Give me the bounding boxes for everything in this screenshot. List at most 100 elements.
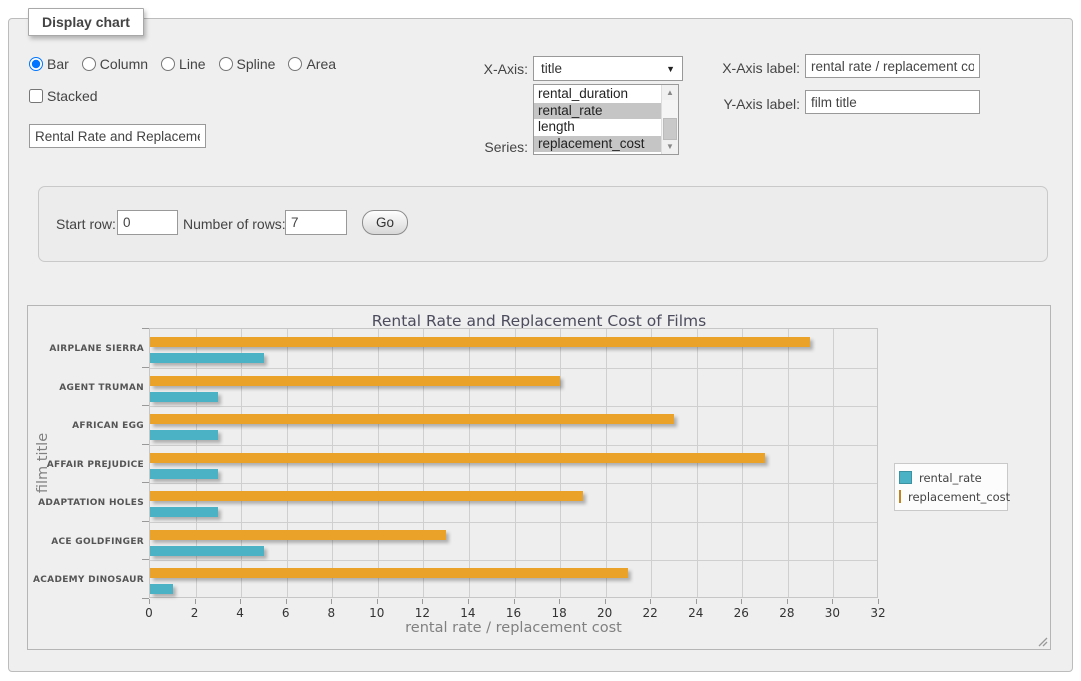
x-tick-mark bbox=[832, 599, 833, 604]
chart-type-radio-group: BarColumnLineSplineArea bbox=[29, 56, 336, 72]
x-tick-mark bbox=[741, 599, 742, 604]
radio-area[interactable] bbox=[288, 57, 302, 71]
x-tick-label: 14 bbox=[453, 606, 483, 620]
y-category-label: ADAPTATION HOLES bbox=[0, 498, 144, 508]
x-tick-mark bbox=[422, 599, 423, 604]
radio-label-column: Column bbox=[100, 56, 148, 72]
x-axis-select-label: X-Axis: bbox=[455, 61, 528, 77]
arrow-up-icon[interactable]: ▲ bbox=[662, 85, 678, 100]
y-tick-mark bbox=[142, 328, 149, 329]
x-tick-label: 6 bbox=[271, 606, 301, 620]
x-tick-label: 20 bbox=[590, 606, 620, 620]
y-axis-label-label: Y-Axis label: bbox=[695, 96, 800, 112]
radio-label-bar: Bar bbox=[47, 56, 69, 72]
bar-rental_rate bbox=[150, 507, 218, 517]
series-option-length[interactable]: length bbox=[534, 119, 661, 136]
x-tick-label: 16 bbox=[499, 606, 529, 620]
plot-area bbox=[149, 328, 878, 598]
bar-replacement_cost bbox=[150, 568, 628, 578]
x-tick-label: 24 bbox=[681, 606, 711, 620]
gridline-v bbox=[788, 329, 789, 597]
gridline-v bbox=[469, 329, 470, 597]
gridline-h bbox=[150, 483, 877, 484]
display-chart-page: Display chart BarColumnLineSplineArea St… bbox=[0, 0, 1081, 681]
gridline-v bbox=[196, 329, 197, 597]
x-tick-mark bbox=[377, 599, 378, 604]
y-category-label: ACADEMY DINOSAUR bbox=[0, 575, 144, 585]
radio-bar[interactable] bbox=[29, 57, 43, 71]
bar-rental_rate bbox=[150, 469, 218, 479]
legend-item-replacement_cost: replacement_cost bbox=[899, 487, 1003, 506]
gridline-v bbox=[651, 329, 652, 597]
series-list-label: Series: bbox=[455, 139, 528, 155]
y-tick-mark bbox=[142, 444, 149, 445]
x-axis-select[interactable]: title ▼ bbox=[533, 56, 683, 81]
x-tick-mark bbox=[286, 599, 287, 604]
x-axis-label-label: X-Axis label: bbox=[695, 60, 800, 76]
chart-type-option-bar: Bar bbox=[29, 56, 69, 72]
gridline-v bbox=[423, 329, 424, 597]
fieldset-legend: Display chart bbox=[28, 8, 144, 36]
y-axis-label-input[interactable] bbox=[805, 90, 980, 114]
x-tick-label: 12 bbox=[407, 606, 437, 620]
go-button[interactable]: Go bbox=[362, 210, 408, 235]
gridline-v bbox=[515, 329, 516, 597]
stacked-checkbox[interactable] bbox=[29, 89, 43, 103]
radio-label-spline: Spline bbox=[237, 56, 276, 72]
legend-swatch-replacement_cost bbox=[899, 490, 901, 503]
y-category-label: AIRPLANE SIERRA bbox=[0, 344, 144, 354]
series-listbox[interactable]: rental_durationrental_ratelengthreplacem… bbox=[533, 84, 679, 155]
series-option-rental_duration[interactable]: rental_duration bbox=[534, 86, 661, 103]
x-tick-mark bbox=[696, 599, 697, 604]
series-option-replacement_cost[interactable]: replacement_cost bbox=[534, 136, 661, 153]
legend-item-rental_rate: rental_rate bbox=[899, 468, 1003, 487]
x-axis-select-value: title bbox=[541, 61, 562, 76]
gridline-h bbox=[150, 522, 877, 523]
radio-label-line: Line bbox=[179, 56, 205, 72]
start-row-input[interactable] bbox=[117, 210, 178, 235]
series-listbox-scrollbar[interactable]: ▲ ▼ bbox=[661, 85, 678, 154]
chevron-down-icon: ▼ bbox=[666, 64, 675, 74]
x-tick-mark bbox=[878, 599, 879, 604]
bar-rental_rate bbox=[150, 584, 173, 594]
x-tick-mark bbox=[195, 599, 196, 604]
gridline-v bbox=[833, 329, 834, 597]
x-tick-mark bbox=[240, 599, 241, 604]
y-category-label: AFRICAN EGG bbox=[0, 421, 144, 431]
y-tick-mark bbox=[142, 405, 149, 406]
x-tick-label: 8 bbox=[316, 606, 346, 620]
scrollbar-thumb[interactable] bbox=[663, 118, 677, 140]
radio-column[interactable] bbox=[82, 57, 96, 71]
bar-rental_rate bbox=[150, 430, 218, 440]
y-tick-mark bbox=[142, 559, 149, 560]
bar-rental_rate bbox=[150, 546, 264, 556]
y-category-label: AGENT TRUMAN bbox=[0, 383, 144, 393]
x-tick-label: 32 bbox=[863, 606, 893, 620]
bar-replacement_cost bbox=[150, 491, 583, 501]
bar-replacement_cost bbox=[150, 453, 765, 463]
legend-label: replacement_cost bbox=[908, 490, 1010, 504]
x-tick-mark bbox=[787, 599, 788, 604]
arrow-down-icon[interactable]: ▼ bbox=[662, 139, 678, 154]
series-option-rental_rate[interactable]: rental_rate bbox=[534, 103, 661, 120]
chart-type-option-spline: Spline bbox=[219, 56, 276, 72]
x-tick-mark bbox=[650, 599, 651, 604]
radio-spline[interactable] bbox=[219, 57, 233, 71]
stacked-checkbox-row: Stacked bbox=[29, 88, 98, 104]
gridline-v bbox=[560, 329, 561, 597]
radio-line[interactable] bbox=[161, 57, 175, 71]
legend-swatch-rental_rate bbox=[899, 471, 912, 484]
x-tick-label: 18 bbox=[544, 606, 574, 620]
gridline-h bbox=[150, 368, 877, 369]
y-tick-mark bbox=[142, 367, 149, 368]
y-category-label: AFFAIR PREJUDICE bbox=[0, 460, 144, 470]
x-axis-label-input[interactable] bbox=[805, 54, 980, 78]
gridline-v bbox=[606, 329, 607, 597]
resize-grip-icon[interactable] bbox=[1036, 635, 1049, 648]
chart-legend: rental_ratereplacement_cost bbox=[894, 463, 1008, 511]
chart-title-input[interactable] bbox=[29, 124, 206, 148]
x-tick-label: 28 bbox=[772, 606, 802, 620]
x-axis-title: rental rate / replacement cost bbox=[149, 620, 878, 636]
scrollbar-track[interactable] bbox=[662, 100, 678, 139]
number-of-rows-input[interactable] bbox=[285, 210, 347, 235]
